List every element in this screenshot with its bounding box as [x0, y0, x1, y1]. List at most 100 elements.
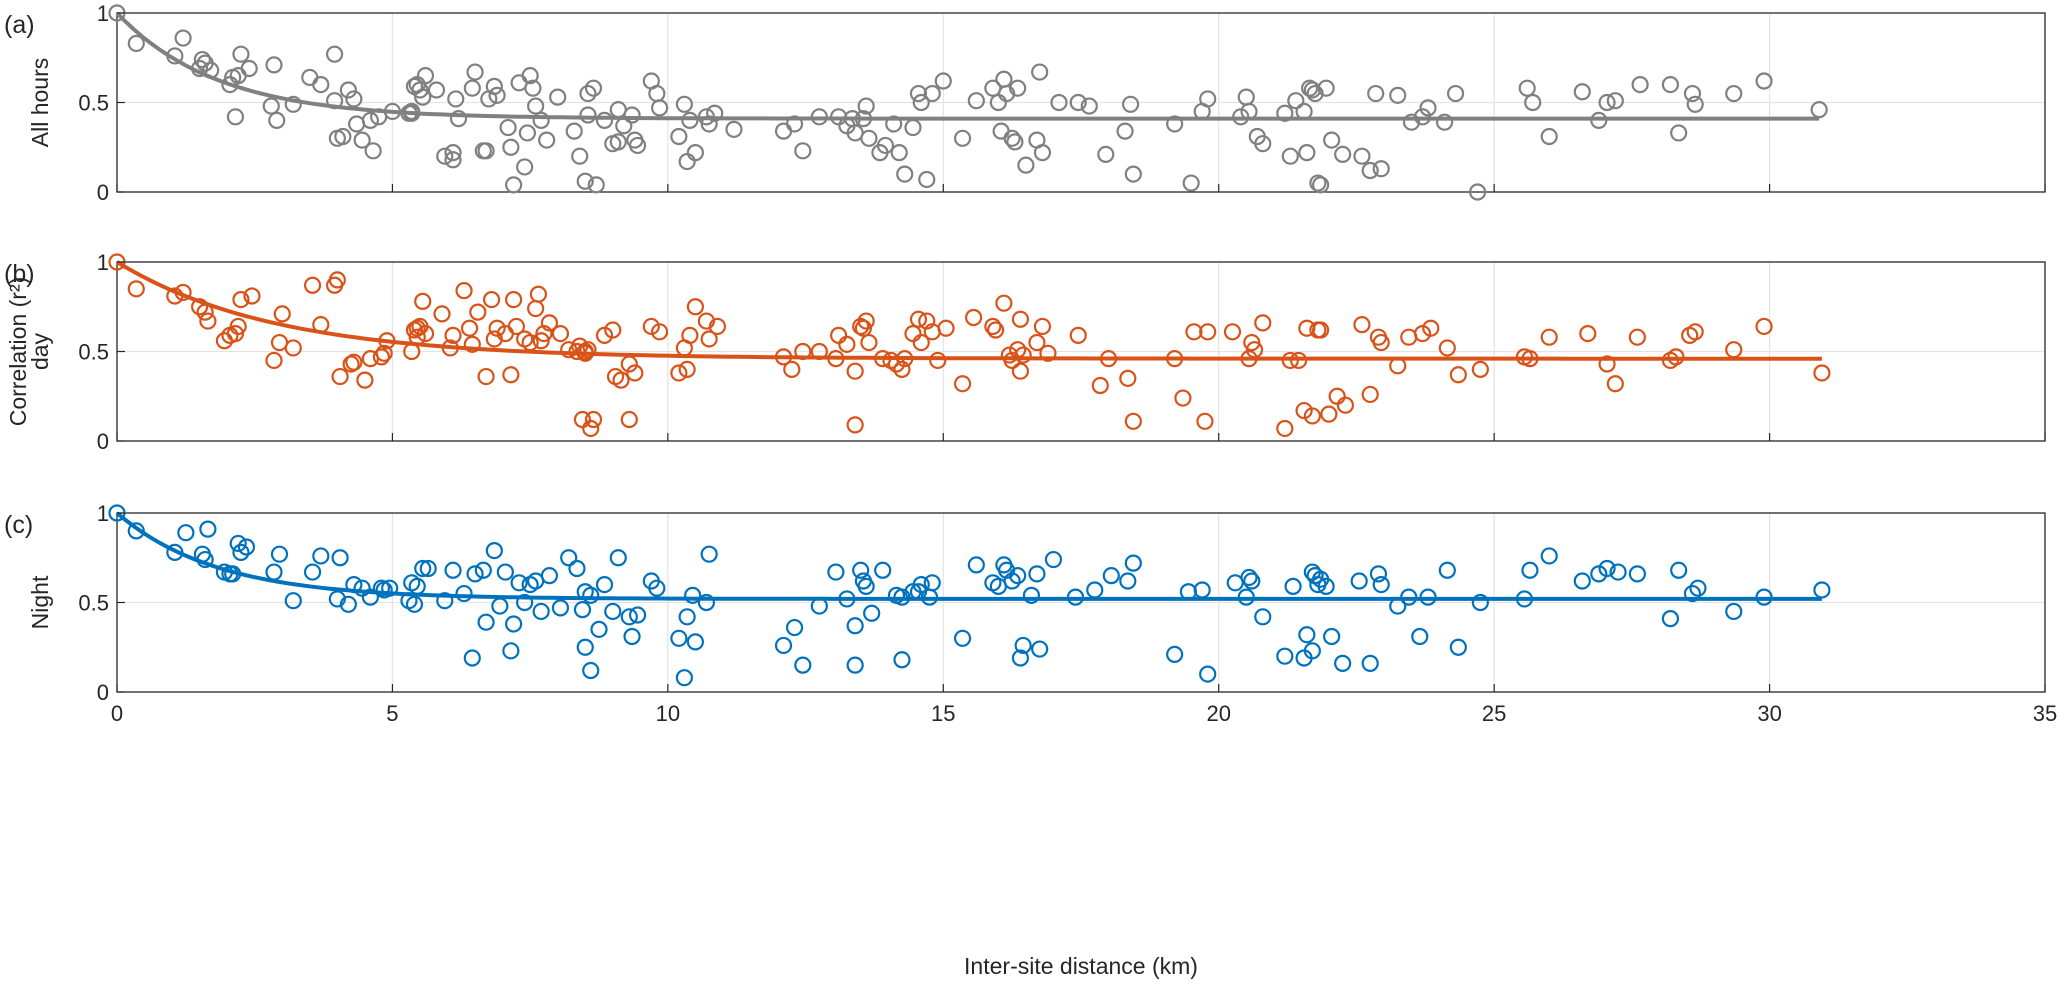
data-point	[774, 122, 793, 140]
data-point	[774, 636, 793, 655]
data-point	[785, 115, 804, 133]
data-point	[455, 282, 473, 300]
data-point	[670, 629, 688, 647]
data-point	[565, 122, 583, 140]
panel-b-ytick-labels: 00.51	[78, 250, 109, 454]
data-point	[416, 67, 435, 85]
panel-c-fit-line	[115, 511, 1822, 601]
data-point	[1323, 627, 1341, 646]
data-point	[953, 375, 972, 393]
panel-a: 00.51 (a) All hours	[4, 1, 2046, 205]
data-point	[477, 613, 495, 631]
data-point	[860, 333, 878, 352]
data-point	[529, 285, 548, 303]
data-point	[403, 342, 421, 361]
data-point	[560, 549, 578, 567]
y-tick-label: 0	[97, 680, 109, 705]
data-point	[516, 593, 534, 612]
data-point	[1124, 412, 1142, 430]
data-point	[929, 351, 947, 370]
data-point	[1182, 174, 1200, 192]
data-point	[1810, 101, 1828, 119]
data-point	[576, 344, 594, 362]
data-point	[576, 172, 594, 190]
data-point	[1276, 104, 1294, 122]
data-point	[1166, 645, 1184, 664]
data-point	[846, 416, 864, 434]
data-point	[1667, 348, 1685, 366]
data-point	[191, 298, 209, 316]
data-point	[1121, 95, 1140, 113]
data-point	[482, 290, 501, 309]
data-point	[342, 355, 360, 373]
data-point	[232, 45, 250, 63]
data-point	[339, 81, 357, 99]
data-point	[1590, 111, 1608, 130]
y-tick-label: 0.5	[78, 91, 109, 116]
data-point	[416, 325, 435, 343]
data-point	[466, 63, 484, 81]
data-point	[516, 158, 534, 176]
data-point	[995, 70, 1013, 88]
data-point	[579, 84, 597, 103]
data-point	[579, 106, 597, 124]
data-point	[1334, 654, 1352, 672]
data-point	[403, 574, 421, 592]
data-point	[551, 599, 570, 617]
data-point	[1515, 590, 1534, 608]
data-point	[353, 131, 371, 149]
data-point	[896, 350, 914, 368]
data-point	[1254, 314, 1272, 332]
data-point	[449, 110, 468, 128]
data-point	[1124, 554, 1142, 572]
data-point	[1097, 145, 1115, 164]
data-point	[345, 353, 363, 371]
data-point	[444, 561, 462, 579]
data-point	[491, 597, 509, 615]
data-point	[1069, 93, 1087, 112]
data-point	[648, 579, 666, 597]
data-point	[1011, 649, 1030, 667]
data-point	[1361, 654, 1379, 672]
data-point	[414, 559, 432, 578]
data-point	[595, 111, 614, 130]
data-point	[284, 339, 302, 357]
data-point	[1661, 75, 1680, 94]
data-point	[918, 312, 936, 330]
data-point	[582, 661, 600, 680]
data-point	[1813, 364, 1831, 382]
data-point	[1540, 547, 1558, 565]
data-point	[1298, 144, 1316, 162]
data-point	[1686, 323, 1704, 341]
data-point	[1628, 565, 1646, 583]
data-point	[1540, 328, 1558, 346]
data-point	[1199, 665, 1217, 683]
data-point	[378, 332, 396, 350]
data-point	[650, 99, 669, 117]
data-point	[628, 136, 647, 155]
data-point	[1254, 135, 1272, 153]
data-point	[967, 92, 985, 110]
data-point	[967, 556, 985, 574]
data-point	[684, 586, 702, 604]
data-point	[827, 563, 845, 581]
data-point	[1449, 638, 1467, 656]
y-tick-label: 0.5	[78, 591, 109, 616]
data-point	[857, 97, 875, 115]
data-point	[444, 144, 462, 162]
data-point	[1438, 561, 1456, 579]
data-point	[1521, 350, 1539, 368]
data-point	[794, 656, 812, 674]
data-point	[325, 45, 344, 63]
data-point	[485, 77, 503, 95]
data-point	[1050, 93, 1068, 112]
data-point	[1598, 93, 1616, 112]
data-point	[1369, 565, 1388, 583]
data-point	[331, 549, 349, 567]
data-point	[686, 633, 705, 651]
data-point	[874, 561, 892, 579]
y-tick-label: 0.5	[78, 340, 109, 365]
data-point	[507, 317, 525, 336]
data-point	[904, 325, 922, 343]
